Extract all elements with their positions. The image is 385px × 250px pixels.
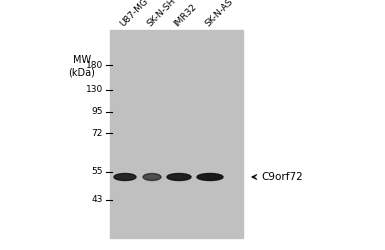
Text: 72: 72 xyxy=(92,128,103,138)
Text: 55: 55 xyxy=(92,168,103,176)
Text: IMR32: IMR32 xyxy=(172,2,199,28)
Ellipse shape xyxy=(197,174,223,180)
Text: SK-N-SH: SK-N-SH xyxy=(146,0,178,28)
Text: MW
(kDa): MW (kDa) xyxy=(69,55,95,78)
Text: 43: 43 xyxy=(92,196,103,204)
Text: 95: 95 xyxy=(92,108,103,116)
Ellipse shape xyxy=(114,174,136,180)
Text: U87-MG: U87-MG xyxy=(119,0,151,28)
Text: 130: 130 xyxy=(86,86,103,94)
Text: SK-N-AS: SK-N-AS xyxy=(204,0,235,28)
Bar xyxy=(110,30,243,238)
Ellipse shape xyxy=(167,174,191,180)
Ellipse shape xyxy=(143,174,161,180)
Text: C9orf72: C9orf72 xyxy=(261,172,303,182)
Text: 180: 180 xyxy=(86,60,103,70)
